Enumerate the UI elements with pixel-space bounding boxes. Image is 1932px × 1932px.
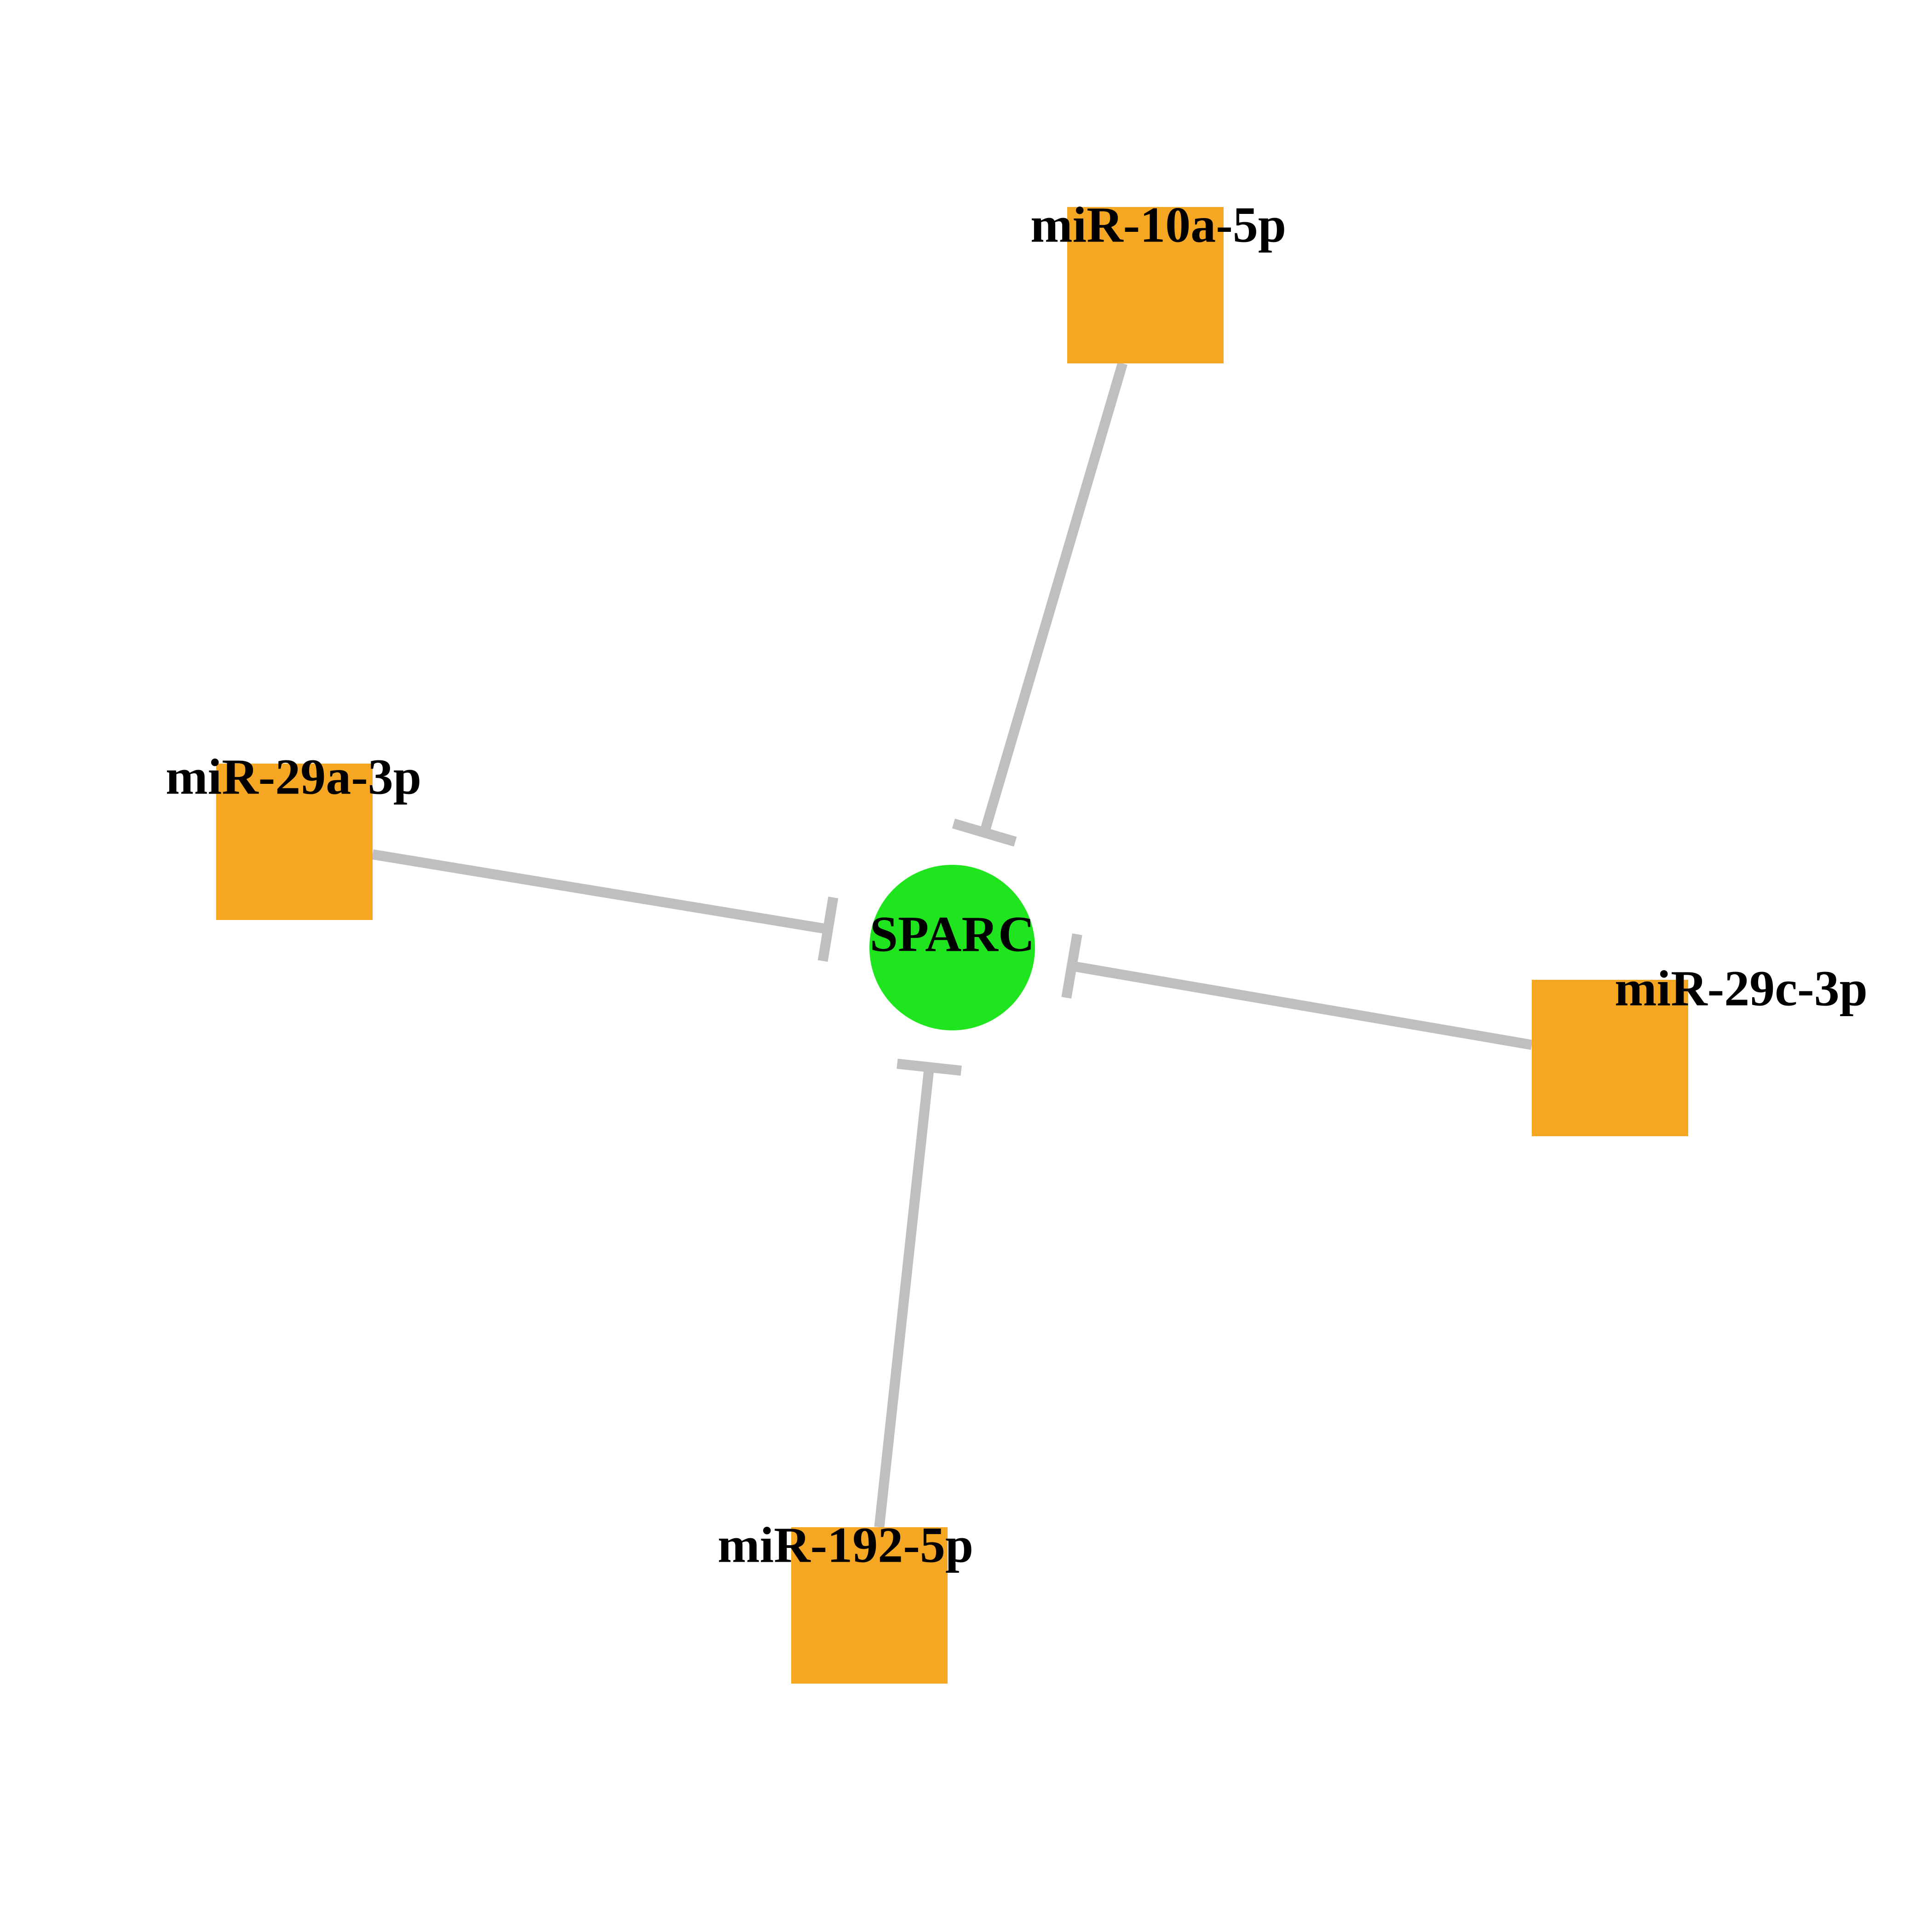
label-mir-29c-3p: miR-29c-3p <box>1615 960 1868 1016</box>
network-diagram: SPARC miR-10a-5p miR-29a-3p miR-29c-3p miR-1… <box>0 0 1932 1932</box>
label-sparc: SPARC <box>870 906 1035 962</box>
label-mir-10a-5p: miR-10a-5p <box>1030 196 1286 253</box>
edge-mir-192-5p-inhibitor-bar <box>897 1064 961 1070</box>
label-mir-29a-3p: miR-29a-3p <box>166 748 421 805</box>
label-mir-192-5p: miR-192-5p <box>718 1517 973 1573</box>
